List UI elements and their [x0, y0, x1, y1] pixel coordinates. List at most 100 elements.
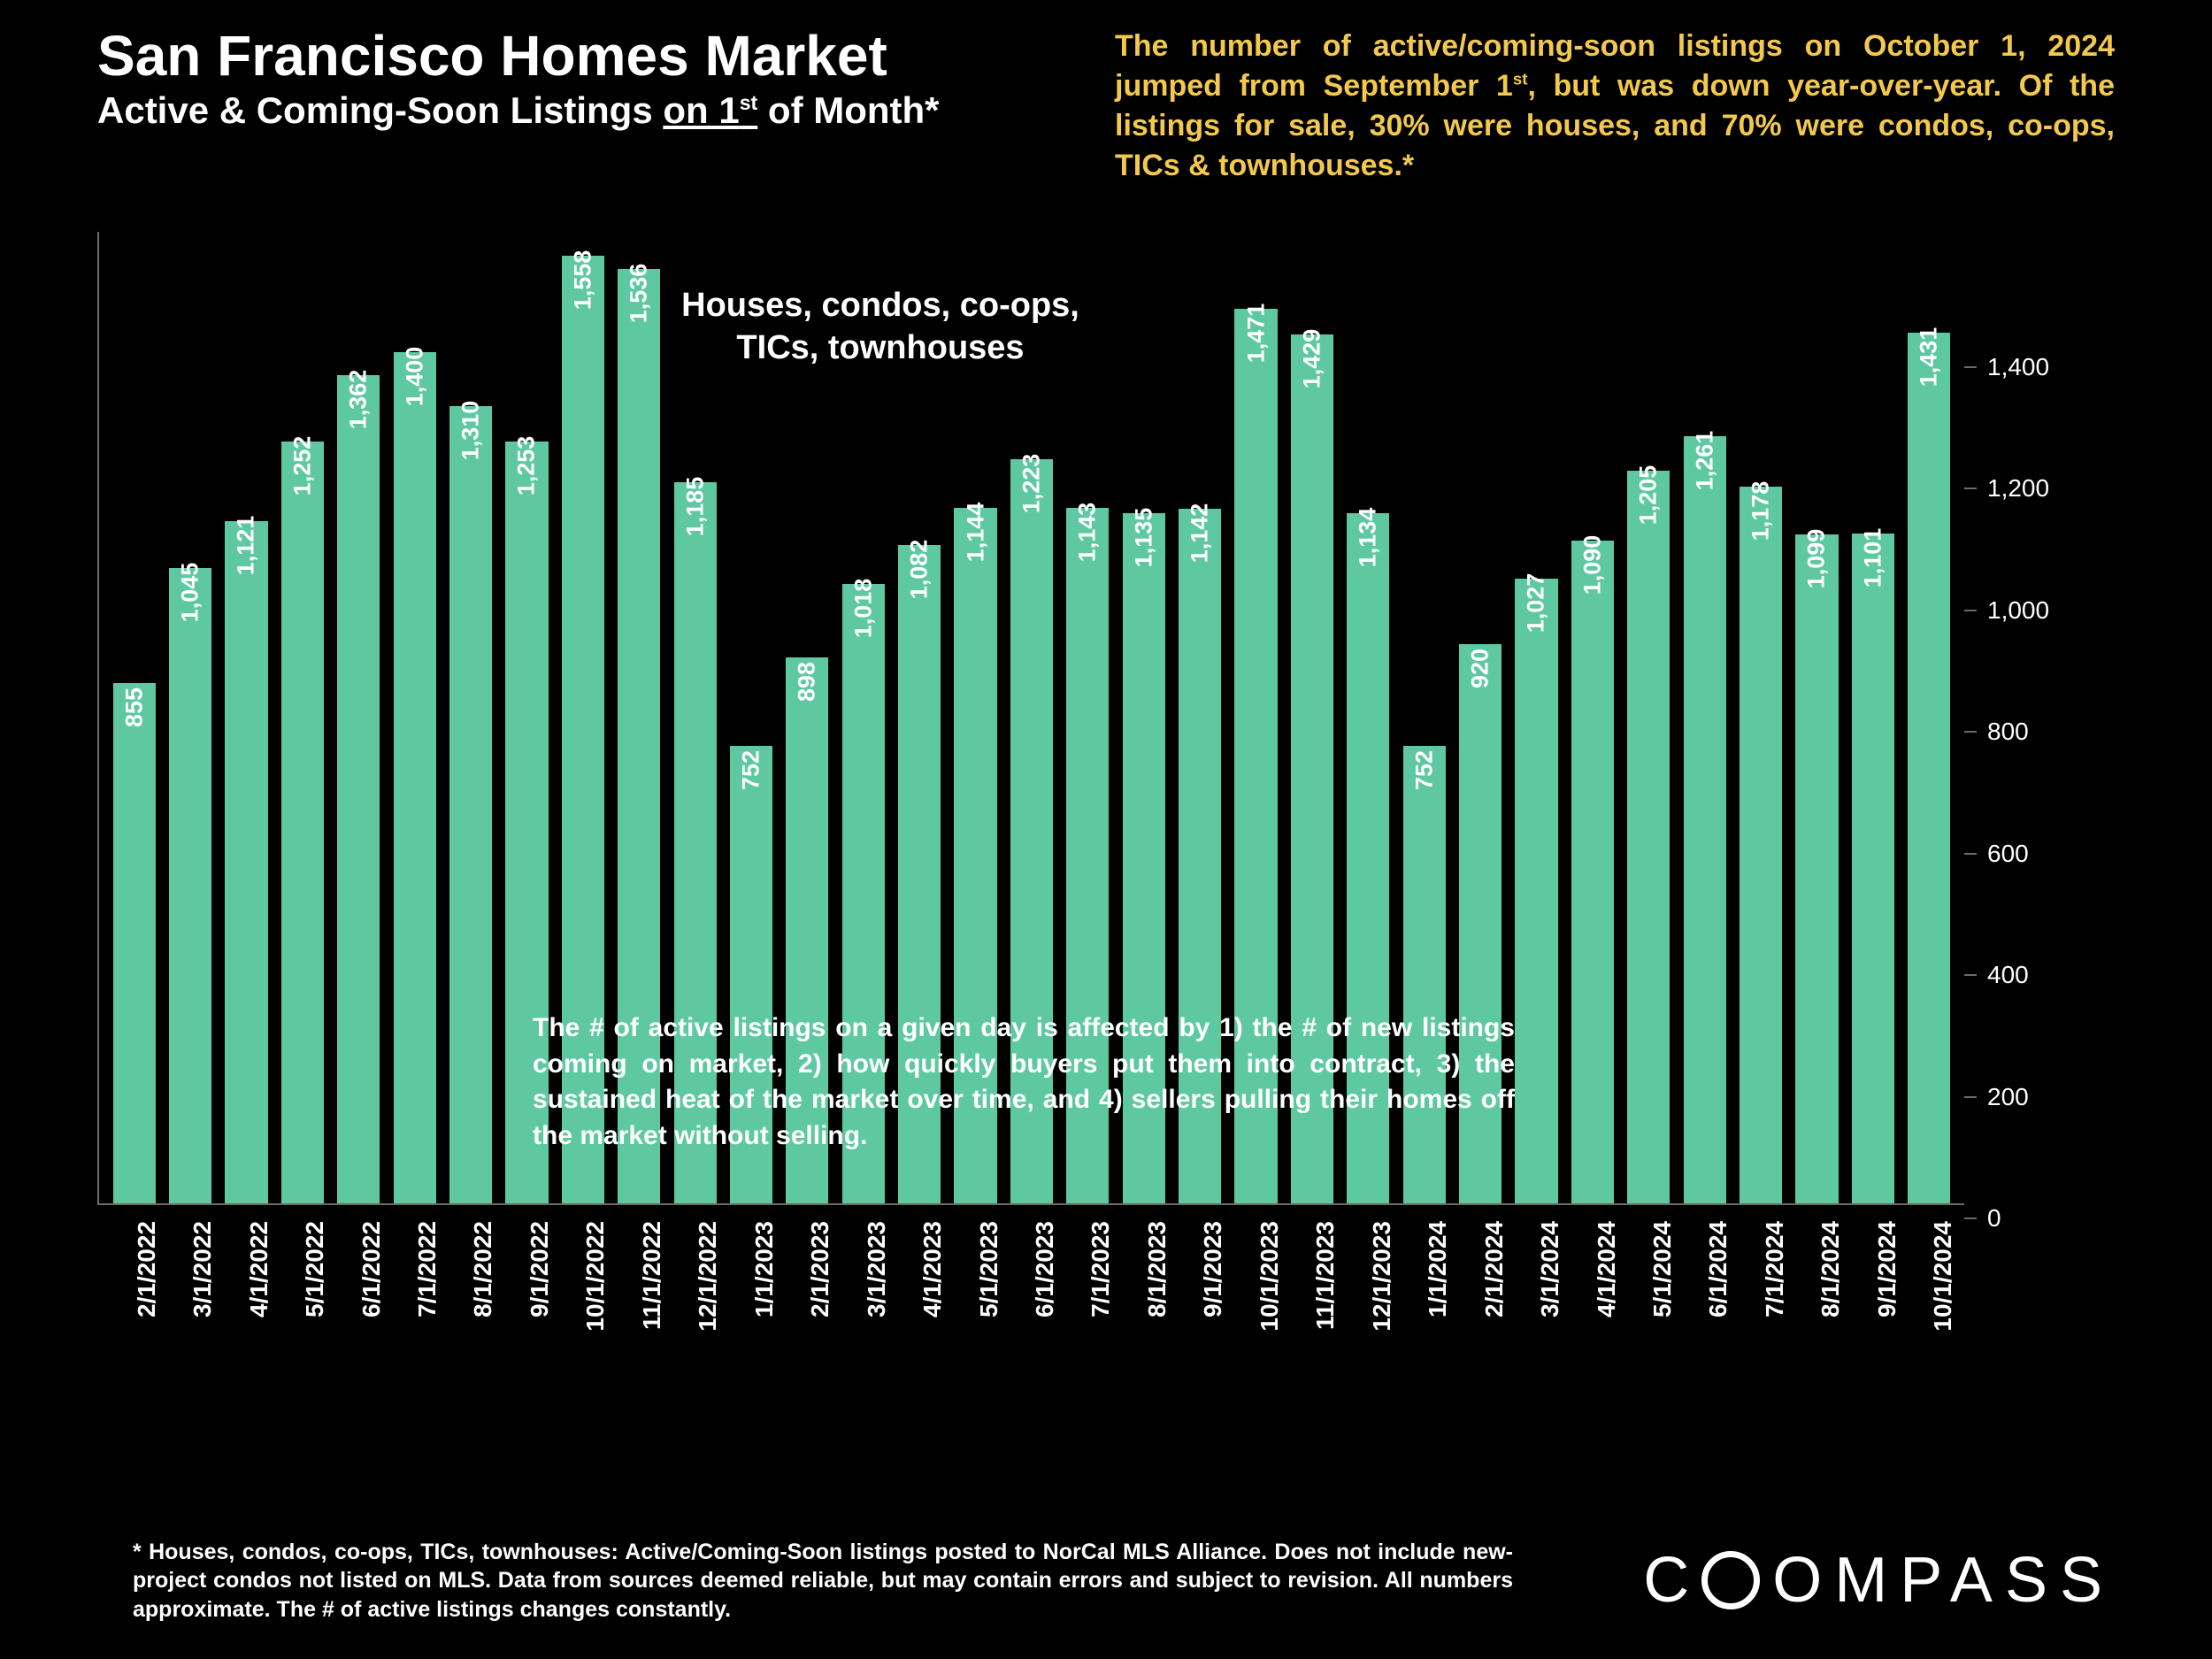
x-tick-label: 7/1/2023 — [1087, 1221, 1115, 1317]
x-tick-label: 3/1/2024 — [1536, 1221, 1564, 1317]
bar-wrap: 1,090 — [1564, 232, 1620, 1203]
y-tick-mark — [1964, 488, 1977, 489]
bar-value-label: 898 — [794, 662, 821, 702]
mid-chart-note: The # of active listings on a given day … — [533, 1010, 1515, 1154]
bar-wrap: 1,310 — [442, 232, 498, 1203]
bar: 1,310 — [449, 406, 492, 1203]
x-label-wrap: 2/1/2022 — [104, 1205, 160, 1382]
x-tick-label: 9/1/2023 — [1199, 1221, 1227, 1317]
x-tick-label: 8/1/2022 — [469, 1221, 497, 1317]
x-tick-label: 10/1/2024 — [1929, 1221, 1957, 1332]
bar-wrap: 1,027 — [1509, 232, 1564, 1203]
y-tick-label: 1,400 — [1987, 353, 2049, 381]
chart-title: San Francisco Homes Market — [97, 27, 940, 86]
bar: 855 — [113, 683, 156, 1203]
compass-logo: C OMPASS — [1643, 1544, 2115, 1617]
subtitle-post: of Month* — [757, 89, 939, 131]
y-tick-label: 1,200 — [1987, 474, 2049, 503]
bar-value-label: 1,101 — [1859, 528, 1886, 588]
x-tick-label: 5/1/2022 — [301, 1221, 329, 1317]
y-tick: 600 — [1964, 840, 2029, 868]
bar-value-label: 1,121 — [233, 516, 260, 576]
bar-value-label: 855 — [120, 687, 148, 727]
bar: 1,400 — [394, 352, 436, 1204]
bar-value-label: 1,090 — [1578, 534, 1606, 595]
x-label-wrap: 5/1/2024 — [1620, 1205, 1676, 1382]
logo-circle-icon — [1701, 1551, 1760, 1609]
logo-text-c: C — [1643, 1544, 1701, 1617]
chart-subtitle: Active & Coming-Soon Listings on 1st of … — [97, 89, 940, 132]
y-tick-mark — [1964, 1096, 1977, 1098]
bar-value-label: 1,082 — [906, 540, 933, 600]
x-tick-label: 6/1/2022 — [357, 1221, 386, 1317]
bar-value-label: 1,018 — [849, 579, 877, 639]
x-tick-label: 5/1/2023 — [975, 1221, 1003, 1317]
bar-value-label: 1,400 — [401, 346, 428, 406]
y-tick-label: 600 — [1987, 840, 2029, 868]
x-label-wrap: 6/1/2022 — [329, 1205, 385, 1382]
header-block: San Francisco Homes Market Active & Comi… — [97, 27, 2115, 186]
bar-value-label: 1,178 — [1747, 481, 1775, 541]
y-axis: 02004006008001,0001,2001,400 — [1964, 232, 2097, 1205]
y-tick-mark — [1964, 366, 1977, 368]
y-tick-label: 0 — [1987, 1204, 2001, 1233]
bar-wrap: 1,261 — [1677, 232, 1732, 1203]
x-label-wrap: 10/1/2023 — [1227, 1205, 1283, 1382]
x-tick-label: 4/1/2022 — [245, 1221, 273, 1317]
bar: 1,261 — [1684, 436, 1726, 1203]
bar-value-label: 1,135 — [1130, 507, 1157, 567]
x-label-wrap: 12/1/2023 — [1340, 1205, 1395, 1382]
subtitle-ul-text: on 1 — [663, 89, 739, 131]
y-tick: 800 — [1964, 718, 2029, 746]
bar-wrap: 855 — [106, 232, 162, 1203]
bar-wrap: 1,252 — [274, 232, 330, 1203]
x-label-wrap: 2/1/2024 — [1452, 1205, 1508, 1382]
x-axis: 2/1/20223/1/20224/1/20225/1/20226/1/2022… — [97, 1205, 1964, 1382]
x-label-wrap: 8/1/2022 — [442, 1205, 497, 1382]
y-tick-mark — [1964, 731, 1977, 733]
bar: 1,252 — [281, 442, 324, 1203]
bar-value-label: 1,205 — [1635, 465, 1663, 525]
x-tick-label: 5/1/2024 — [1648, 1221, 1677, 1317]
x-label-wrap: 1/1/2024 — [1395, 1205, 1451, 1382]
x-label-wrap: 8/1/2023 — [1115, 1205, 1171, 1382]
bar-value-label: 752 — [737, 750, 764, 790]
x-label-wrap: 6/1/2023 — [1002, 1205, 1058, 1382]
x-label-wrap: 4/1/2022 — [217, 1205, 273, 1382]
y-tick: 0 — [1964, 1204, 2001, 1233]
bar-wrap: 1,400 — [387, 232, 442, 1203]
x-label-wrap: 3/1/2023 — [834, 1205, 890, 1382]
y-tick-mark — [1964, 610, 1977, 611]
y-tick-label: 800 — [1987, 718, 2029, 746]
x-label-wrap: 12/1/2022 — [666, 1205, 722, 1382]
bar-wrap: 1,101 — [1845, 232, 1901, 1203]
y-tick: 1,200 — [1964, 474, 2049, 503]
bar-value-label: 1,253 — [513, 435, 541, 495]
bar-wrap: 1,178 — [1732, 232, 1788, 1203]
subtitle-sup: st — [740, 91, 758, 114]
bar-value-label: 1,261 — [1691, 431, 1718, 491]
x-tick-label: 9/1/2024 — [1873, 1221, 1901, 1317]
x-tick-label: 12/1/2022 — [694, 1221, 722, 1332]
bar: 1,090 — [1571, 541, 1614, 1203]
x-tick-label: 1/1/2023 — [750, 1221, 779, 1317]
x-tick-label: 12/1/2023 — [1368, 1221, 1396, 1332]
subtitle-pre: Active & Coming-Soon Listings — [97, 89, 663, 131]
x-tick-label: 7/1/2024 — [1761, 1221, 1789, 1317]
x-tick-label: 3/1/2023 — [863, 1221, 891, 1317]
bar-value-label: 1,252 — [288, 436, 316, 496]
bar-value-label: 1,431 — [1916, 327, 1943, 388]
x-tick-label: 6/1/2024 — [1704, 1221, 1732, 1317]
bar-value-label: 1,223 — [1018, 454, 1045, 514]
bar-value-label: 1,310 — [457, 401, 485, 461]
x-label-wrap: 7/1/2023 — [1059, 1205, 1115, 1382]
bar-wrap: 1,099 — [1789, 232, 1845, 1203]
bar: 1,099 — [1795, 534, 1838, 1203]
bar-value-label: 1,362 — [345, 369, 373, 429]
x-label-wrap: 4/1/2024 — [1564, 1205, 1620, 1382]
bar-wrap: 1,431 — [1901, 232, 1957, 1203]
bar-value-label: 1,142 — [1187, 503, 1214, 564]
x-tick-label: 10/1/2022 — [581, 1221, 610, 1332]
x-label-wrap: 10/1/2022 — [554, 1205, 610, 1382]
x-tick-label: 8/1/2023 — [1143, 1221, 1171, 1317]
